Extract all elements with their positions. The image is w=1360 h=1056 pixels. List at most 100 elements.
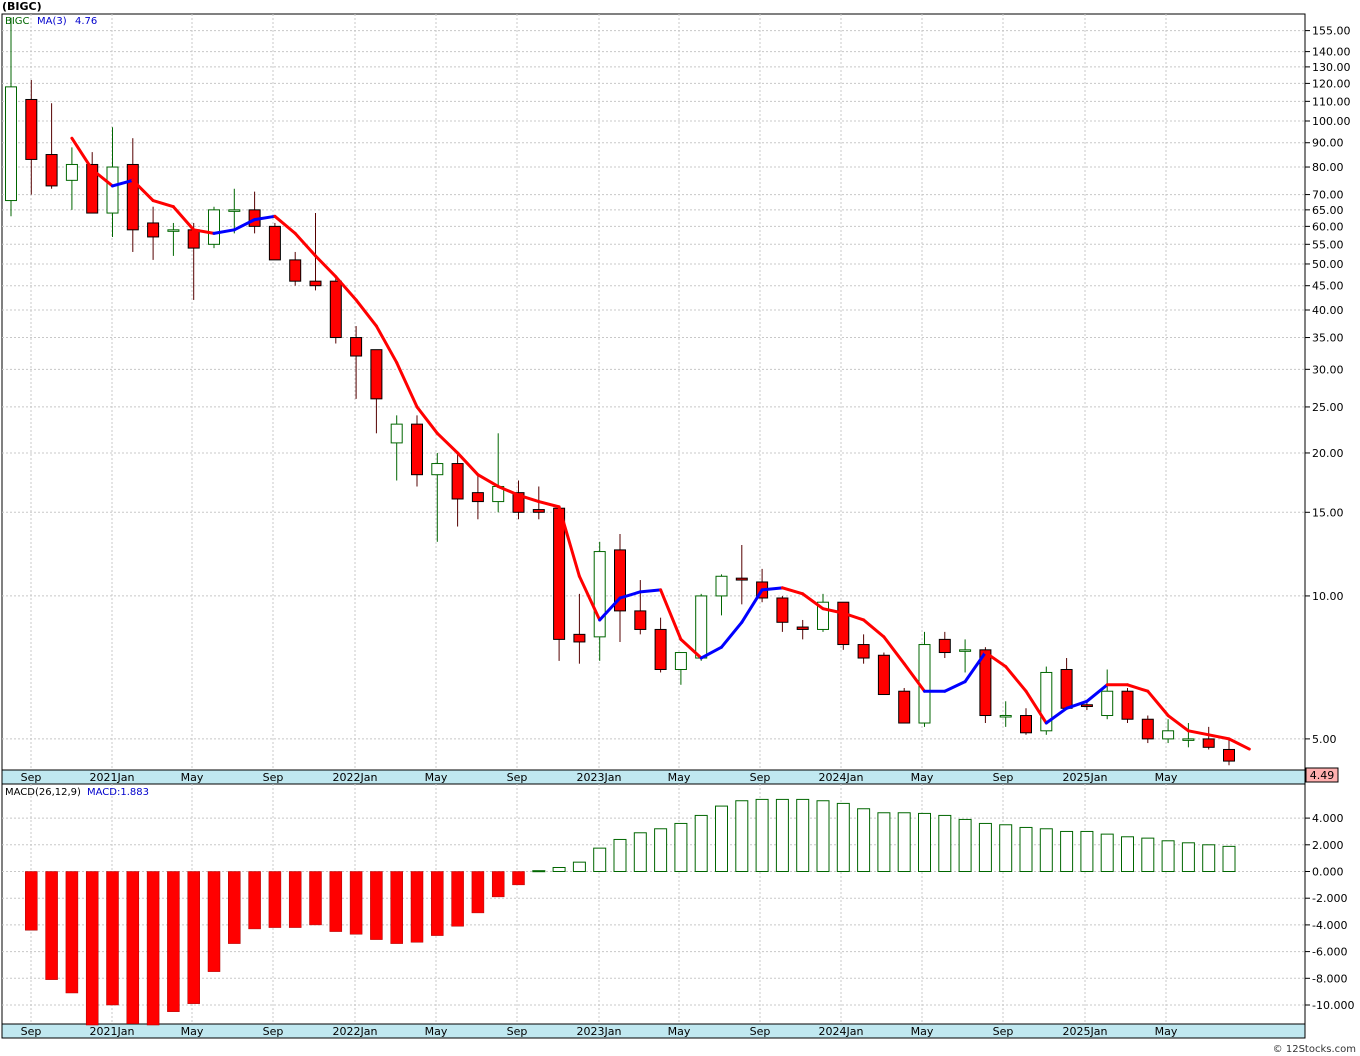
candle-body [999, 715, 1012, 718]
price-tick-label: 20.00 [1312, 447, 1344, 460]
macd-bar [1141, 837, 1155, 872]
macd-bar [471, 871, 485, 914]
macd-bar [938, 814, 952, 872]
ma-segment [151, 199, 175, 209]
candle-body [817, 601, 829, 630]
macd-bar [1080, 830, 1094, 873]
candle-body [614, 549, 626, 612]
candle-body [1020, 715, 1032, 734]
candle-body [1101, 690, 1114, 717]
ma-segment [293, 231, 317, 258]
candle-body [268, 225, 281, 261]
candle-body [938, 638, 951, 654]
candle-body [898, 690, 911, 724]
candle-body [1141, 718, 1154, 740]
price-tick-label: 30.00 [1312, 363, 1344, 376]
macd-x-tick-label: 2021Jan [90, 1025, 135, 1038]
price-x-tick-label: May [668, 771, 691, 784]
ma-segment [253, 214, 277, 222]
candle-body [1040, 671, 1053, 732]
ma-segment [90, 168, 114, 188]
macd-tick-label: 4.000 [1312, 812, 1344, 825]
price-tick-label: 35.00 [1312, 332, 1344, 345]
ma-segment [131, 178, 155, 203]
macd-bar [126, 871, 140, 1024]
candle-body [857, 644, 870, 659]
ma-segment [699, 645, 723, 660]
price-panel [1, 13, 1306, 771]
macd-bar [146, 871, 160, 1026]
price-x-tick-label: May [911, 771, 934, 784]
macd-bar [796, 798, 810, 872]
candle-body [471, 492, 484, 503]
macd-legend-value: MACD:1.883 [87, 787, 149, 798]
candle-body [329, 280, 342, 339]
candle-body [147, 222, 160, 238]
macd-x-tick-label: 2023Jan [577, 1025, 622, 1038]
ma-segment [821, 607, 845, 615]
price-x-tick-label: May [181, 771, 204, 784]
candle-body [593, 551, 606, 638]
macd-bar [309, 871, 322, 926]
price-x-tick-label: Sep [750, 771, 771, 784]
ma-segment [70, 136, 94, 172]
candle-body [86, 163, 99, 214]
macd-x-tick-label: May [425, 1025, 448, 1038]
price-tick-label: 10.00 [1312, 590, 1344, 603]
macd-bar [1121, 836, 1134, 872]
macd-bar [735, 800, 749, 872]
macd-bar [370, 871, 383, 940]
candle-body [411, 423, 423, 476]
candle-body [959, 649, 972, 652]
candle-body [451, 463, 464, 500]
price-tick-label: 15.00 [1312, 506, 1344, 519]
ma-segment [1207, 733, 1231, 741]
macd-bar [329, 871, 343, 932]
price-legend-ma: MA(3) [37, 16, 67, 27]
macd-bar [187, 871, 200, 1004]
macd-tick-label: -4.000 [1312, 919, 1347, 932]
price-x-tick-label: 2023Jan [577, 771, 622, 784]
candle-body [167, 229, 180, 232]
macd-bar [167, 871, 180, 1012]
price-tick-label: 140.00 [1312, 46, 1351, 59]
price-tick-label: 90.00 [1312, 137, 1344, 150]
ma-segment [1085, 683, 1109, 703]
macd-bar [572, 861, 586, 873]
price-tick-label: 80.00 [1312, 161, 1344, 174]
ma-segment [618, 590, 642, 600]
candle-body [573, 633, 586, 643]
macd-bar [207, 871, 221, 972]
candle-body [65, 163, 78, 181]
ma-segment [212, 228, 236, 235]
ma-segment [395, 361, 419, 409]
macd-bar [897, 812, 911, 873]
ma-segment [801, 592, 825, 611]
ma-segment [882, 635, 906, 666]
macd-bar [512, 871, 525, 886]
ma-segment [720, 620, 744, 649]
candle-body [350, 337, 363, 357]
ma-segment [780, 586, 805, 596]
macd-x-tick-label: May [911, 1025, 934, 1038]
macd-bar [1161, 840, 1175, 872]
ma-segment [862, 618, 886, 639]
macd-bar [1060, 830, 1074, 873]
macd-bar [532, 870, 546, 873]
price-x-tick-label: 2025Jan [1063, 771, 1108, 784]
macd-bar [613, 838, 627, 873]
candle-body [715, 575, 728, 597]
ma-segment [983, 651, 1008, 669]
ma-segment [1186, 729, 1211, 737]
candle-body [1182, 738, 1195, 741]
price-x-tick-label: Sep [263, 771, 284, 784]
ma-segment [374, 324, 399, 365]
macd-bar [1100, 833, 1114, 872]
candle-body [370, 349, 383, 400]
price-tick-label: 70.00 [1312, 189, 1344, 202]
macd-tick-label: -8.000 [1312, 972, 1347, 985]
macd-bar [1181, 842, 1195, 872]
candle-body [512, 492, 525, 513]
ma-segment [273, 214, 297, 235]
